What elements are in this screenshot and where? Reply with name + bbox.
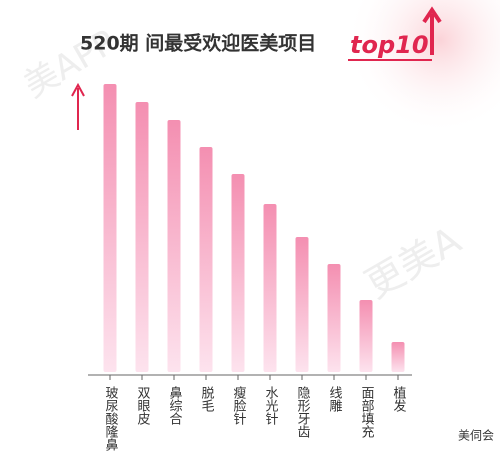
x-tick-label: 隐形牙齿 [295, 386, 311, 438]
source: 美伺会 [458, 429, 494, 443]
chart-title: 520期 间最受欢迎医美项目 [80, 32, 316, 55]
x-tick-label: 瘦脸针 [231, 385, 247, 425]
bar [263, 204, 277, 372]
x-tick-label: 面部填充 [359, 386, 375, 439]
x-tick-label: 脱毛 [199, 386, 215, 412]
x-tick-label: 玻尿酸隆鼻 [103, 386, 119, 452]
x-tick-label: 水光针 [263, 386, 279, 425]
badge-arrow [422, 6, 442, 55]
x-tick-label: 线雕 [327, 386, 343, 412]
bar [327, 264, 341, 372]
background-glow [345, 0, 500, 135]
bar [295, 237, 309, 372]
x-tick-label: 双眼皮 [135, 386, 151, 425]
bar [103, 84, 117, 372]
x-tick-label: 鼻综合 [167, 385, 183, 425]
badge: top10 [350, 31, 429, 59]
bar [231, 174, 245, 372]
bar [391, 342, 405, 372]
bar [359, 300, 373, 372]
bar [135, 102, 149, 372]
bar [167, 120, 181, 372]
y-arrow [71, 82, 85, 130]
bar [199, 147, 213, 372]
x-tick-label: 植发 [391, 386, 407, 412]
watermark: 更美A [358, 218, 468, 307]
